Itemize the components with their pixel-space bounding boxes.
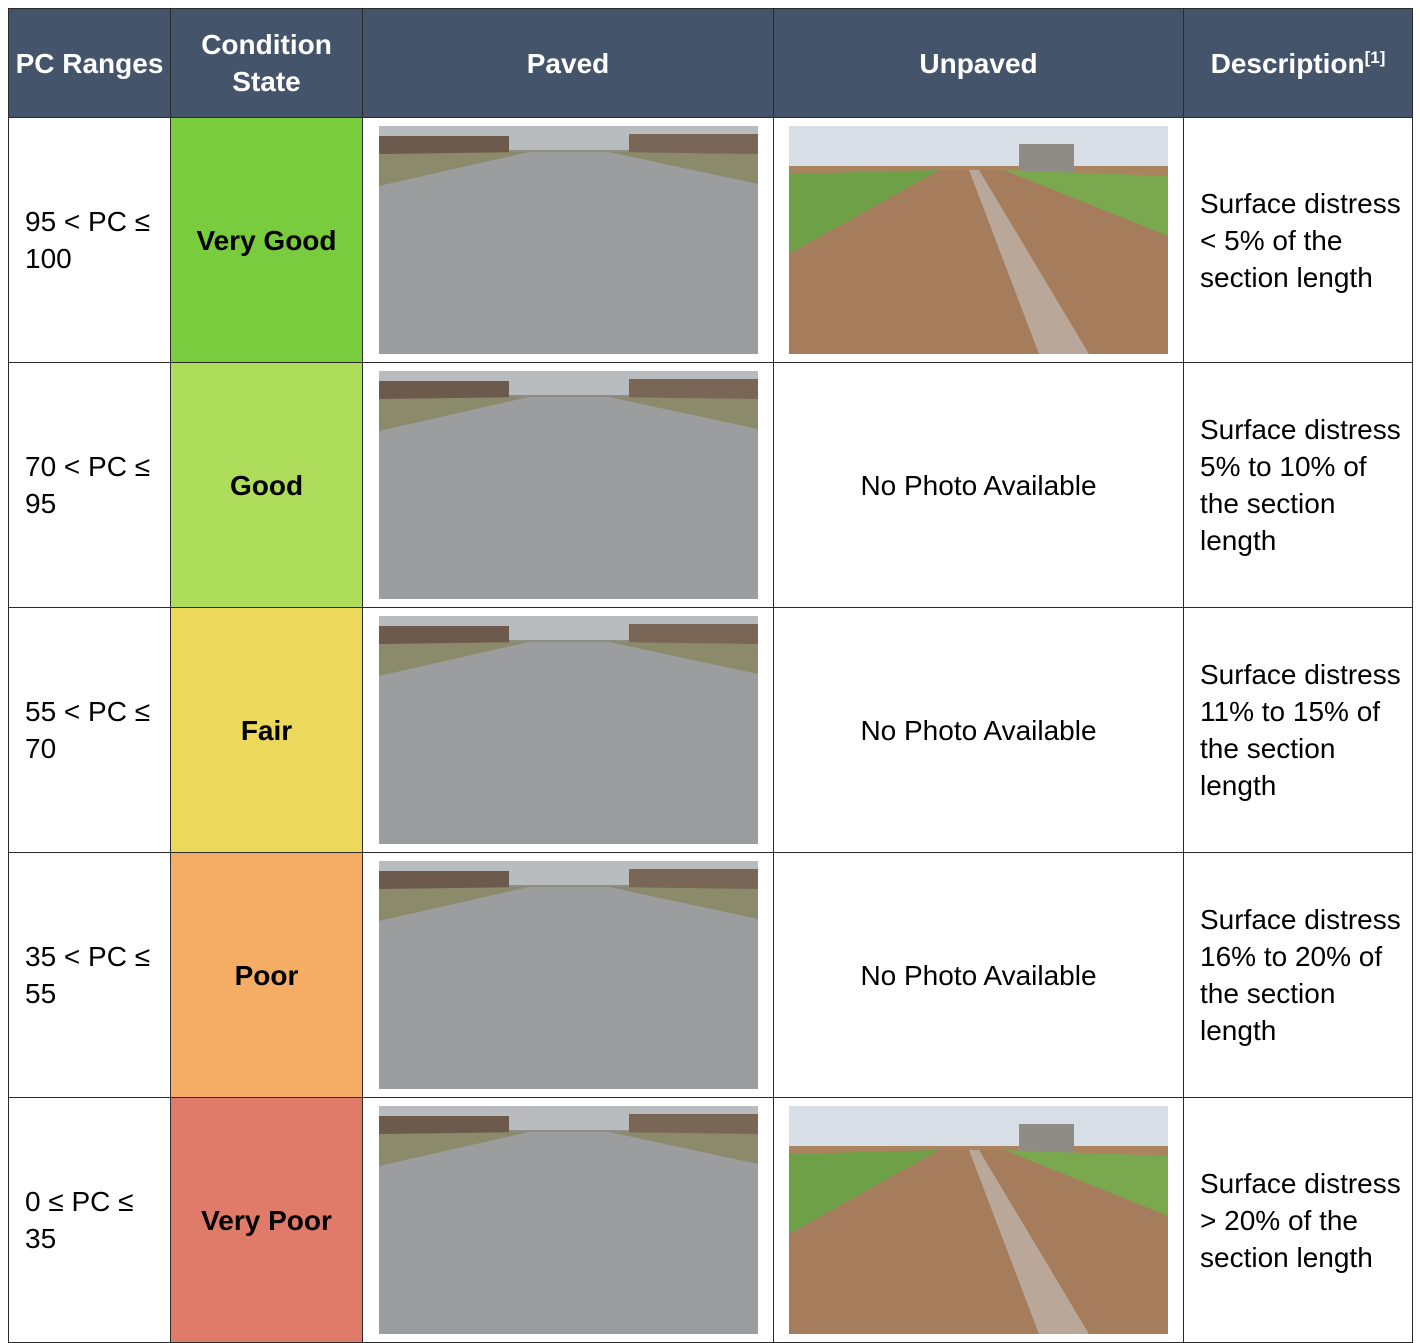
paved-cell [363, 853, 774, 1098]
header-text: PC Ranges [16, 48, 164, 79]
unpaved-cell: No Photo Available [774, 608, 1184, 853]
condition-state: Poor [171, 853, 363, 1098]
unpaved-cell [774, 118, 1184, 363]
condition-state: Fair [171, 608, 363, 853]
paved-cell [363, 608, 774, 853]
unpaved-cell: No Photo Available [774, 853, 1184, 1098]
pc-range: 35 < PC ≤ 55 [9, 853, 171, 1098]
unpaved-photo [789, 1106, 1168, 1334]
pc-range: 70 < PC ≤ 95 [9, 363, 171, 608]
condition-state: Very Poor [171, 1098, 363, 1343]
page: PC Ranges Condition State Paved Unpaved … [0, 0, 1420, 1338]
paved-cell [363, 118, 774, 363]
paved-photo [379, 371, 758, 599]
unpaved-cell [774, 1098, 1184, 1343]
header-cell: Unpaved [774, 9, 1184, 118]
description: Surface distress > 20% of the section le… [1184, 1098, 1413, 1343]
header-text: Description [1211, 48, 1365, 79]
paved-photo [379, 1106, 758, 1334]
paved-photo [379, 126, 758, 354]
header-text: Paved [527, 48, 610, 79]
header-row: PC Ranges Condition State Paved Unpaved … [9, 9, 1413, 118]
unpaved-photo [789, 126, 1168, 354]
paved-cell [363, 363, 774, 608]
pc-range: 0 ≤ PC ≤ 35 [9, 1098, 171, 1343]
footnote-ref: [1] [1365, 48, 1386, 67]
header-cell: PC Ranges [9, 9, 171, 118]
pc-range: 55 < PC ≤ 70 [9, 608, 171, 853]
condition-state: Very Good [171, 118, 363, 363]
paved-photo [379, 861, 758, 1089]
description: Surface distress 11% to 15% of the secti… [1184, 608, 1413, 853]
pc-range: 95 < PC ≤ 100 [9, 118, 171, 363]
condition-table: PC Ranges Condition State Paved Unpaved … [8, 8, 1413, 1343]
paved-cell [363, 1098, 774, 1343]
header-text: Unpaved [919, 48, 1037, 79]
condition-state: Good [171, 363, 363, 608]
description: Surface distress 5% to 10% of the sectio… [1184, 363, 1413, 608]
unpaved-cell: No Photo Available [774, 363, 1184, 608]
paved-photo [379, 616, 758, 844]
header-cell: Paved [363, 9, 774, 118]
header-cell: Description[1] [1184, 9, 1413, 118]
header-cell: Condition State [171, 9, 363, 118]
header-text: Condition State [201, 29, 332, 97]
description: Surface distress 16% to 20% of the secti… [1184, 853, 1413, 1098]
description: Surface distress < 5% of the section len… [1184, 118, 1413, 363]
